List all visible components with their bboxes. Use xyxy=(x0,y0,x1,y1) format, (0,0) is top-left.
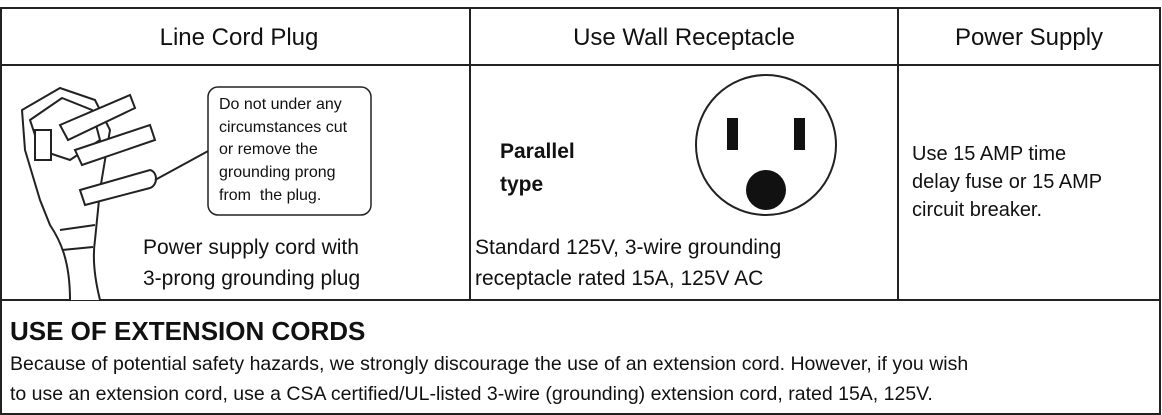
callout-box xyxy=(207,86,372,216)
power-supply-text: circuit breaker. xyxy=(912,199,1042,221)
plug-illustration xyxy=(20,86,211,301)
callout-text: Do not under any xyxy=(219,96,342,113)
caption: 3-prong grounding plug xyxy=(143,267,360,290)
caption: Standard 125V, 3-wire grounding xyxy=(475,236,781,259)
type-label: type xyxy=(500,173,543,196)
callout-text: or remove the xyxy=(219,141,318,158)
header: Line Cord Plug xyxy=(160,24,319,51)
section-title: USE OF EXTENSION CORDS xyxy=(10,316,365,346)
power-supply-text: delay fuse or 15 AMP xyxy=(912,171,1102,193)
header: Power Supply xyxy=(955,24,1103,51)
receptacle-illustration xyxy=(695,74,837,216)
power-supply-text: Use 15 AMP time xyxy=(912,143,1066,165)
body-text: Because of potential safety hazards, we … xyxy=(10,353,968,375)
header: Use Wall Receptacle xyxy=(573,24,795,51)
callout-text: grounding prong xyxy=(219,164,336,181)
caption: receptacle rated 15A, 125V AC xyxy=(475,267,763,290)
callout-text: circumstances cut xyxy=(219,119,348,136)
callout-text: from the plug. xyxy=(219,187,321,204)
caption: Power supply cord with xyxy=(143,236,359,259)
table-borders xyxy=(0,7,1161,415)
body-text: to use an extension cord, use a CSA cert… xyxy=(10,383,933,405)
type-label: Parallel xyxy=(500,140,575,163)
